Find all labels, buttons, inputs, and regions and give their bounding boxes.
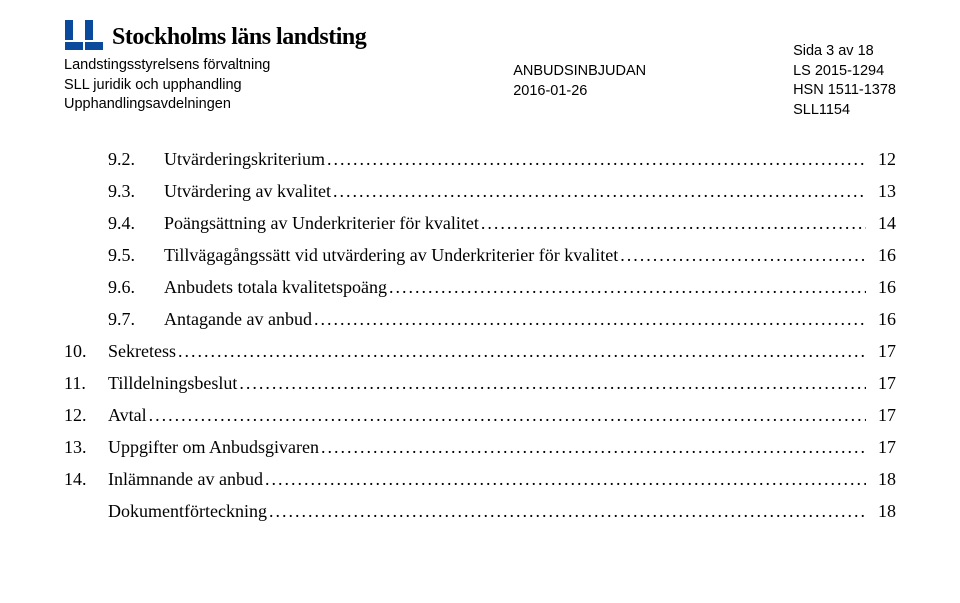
toc-number: 9.5. — [108, 246, 164, 264]
toc-page-number: 17 — [868, 406, 896, 424]
toc-page-number: 18 — [868, 470, 896, 488]
toc-leader-dots — [269, 502, 866, 520]
toc-row: 10.Sekretess 17 — [64, 342, 896, 360]
toc-row: 9.6.Anbudets totala kvalitetspoäng 16 — [64, 278, 896, 296]
toc-leader-dots — [481, 214, 866, 232]
toc-title: Anbudets totala kvalitetspoäng — [164, 278, 387, 296]
toc-number: 9.2. — [108, 150, 164, 168]
document-page: Stockholms läns landsting Landstingsstyr… — [0, 0, 960, 603]
toc-title: Tillvägagångssätt vid utvärdering av Und… — [164, 246, 618, 264]
toc-page-number: 14 — [868, 214, 896, 232]
toc-title: Dokumentförteckning — [108, 502, 267, 520]
toc-number: 13. — [64, 438, 108, 456]
page-header: Stockholms läns landsting Landstingsstyr… — [64, 20, 896, 120]
toc-leader-dots — [327, 150, 866, 168]
toc-leader-dots — [389, 278, 866, 296]
toc-leader-dots — [314, 310, 866, 328]
toc-title: Antagande av anbud — [164, 310, 312, 328]
dept-lines: Landstingsstyrelsens förvaltning SLL jur… — [64, 56, 366, 115]
toc-title: Tilldelningsbeslut — [108, 374, 237, 392]
org-name: Stockholms läns landsting — [112, 24, 366, 51]
toc-number: 11. — [64, 374, 108, 392]
right-line-2: LS 2015-1294 — [793, 62, 896, 82]
header-center: ANBUDSINBJUDAN 2016-01-26 — [513, 20, 646, 101]
toc-number: 12. — [64, 406, 108, 424]
toc-page-number: 18 — [868, 502, 896, 520]
toc-leader-dots — [321, 438, 866, 456]
center-line-2: 2016-01-26 — [513, 82, 646, 102]
toc-row: 9.2.Utvärderingskriterium 12 — [64, 150, 896, 168]
sll-logo-icon — [64, 20, 104, 54]
toc-number: 14. — [64, 470, 108, 488]
toc-title: Utvärderingskriterium — [164, 150, 325, 168]
header-right: Sida 3 av 18 LS 2015-1294 HSN 1511-1378 … — [793, 20, 896, 120]
toc-title: Inlämnande av anbud — [108, 470, 263, 488]
toc-page-number: 16 — [868, 310, 896, 328]
toc-leader-dots — [265, 470, 866, 488]
dept-line-1: Landstingsstyrelsens förvaltning — [64, 56, 366, 76]
toc-leader-dots — [178, 342, 866, 360]
toc-row: 12.Avtal 17 — [64, 406, 896, 424]
toc-page-number: 17 — [868, 374, 896, 392]
right-line-4: SLL1154 — [793, 101, 896, 121]
toc-title: Uppgifter om Anbudsgivaren — [108, 438, 319, 456]
toc-leader-dots — [149, 406, 866, 424]
dept-line-3: Upphandlingsavdelningen — [64, 95, 366, 115]
header-left: Stockholms läns landsting Landstingsstyr… — [64, 20, 366, 115]
toc-row: 9.4.Poängsättning av Underkriterier för … — [64, 214, 896, 232]
toc-page-number: 17 — [868, 438, 896, 456]
toc-page-number: 12 — [868, 150, 896, 168]
toc-row: 9.7.Antagande av anbud 16 — [64, 310, 896, 328]
toc-number: 10. — [64, 342, 108, 360]
toc-row: 9.3.Utvärdering av kvalitet 13 — [64, 182, 896, 200]
toc-number: 9.4. — [108, 214, 164, 232]
toc-page-number: 16 — [868, 278, 896, 296]
logo-row: Stockholms läns landsting — [64, 20, 366, 54]
toc-page-number: 17 — [868, 342, 896, 360]
toc-leader-dots — [620, 246, 866, 264]
toc-title: Avtal — [108, 406, 147, 424]
dept-line-2: SLL juridik och upphandling — [64, 76, 366, 96]
toc-row: 14.Inlämnande av anbud 18 — [64, 470, 896, 488]
toc-title: Poängsättning av Underkriterier för kval… — [164, 214, 479, 232]
toc-row: Dokumentförteckning 18 — [64, 502, 896, 520]
toc-title: Utvärdering av kvalitet — [164, 182, 331, 200]
table-of-contents: 9.2.Utvärderingskriterium 12 9.3.Utvärderi… — [64, 150, 896, 520]
right-line-1: Sida 3 av 18 — [793, 42, 896, 62]
right-line-3: HSN 1511-1378 — [793, 81, 896, 101]
center-line-1: ANBUDSINBJUDAN — [513, 62, 646, 82]
toc-row: 11.Tilldelningsbeslut 17 — [64, 374, 896, 392]
toc-leader-dots — [239, 374, 866, 392]
toc-number: 9.3. — [108, 182, 164, 200]
toc-leader-dots — [333, 182, 866, 200]
toc-row: 9.5.Tillvägagångssätt vid utvärdering av… — [64, 246, 896, 264]
toc-row: 13.Uppgifter om Anbudsgivaren 17 — [64, 438, 896, 456]
toc-page-number: 16 — [868, 246, 896, 264]
toc-title: Sekretess — [108, 342, 176, 360]
toc-page-number: 13 — [868, 182, 896, 200]
toc-number: 9.6. — [108, 278, 164, 296]
toc-number: 9.7. — [108, 310, 164, 328]
